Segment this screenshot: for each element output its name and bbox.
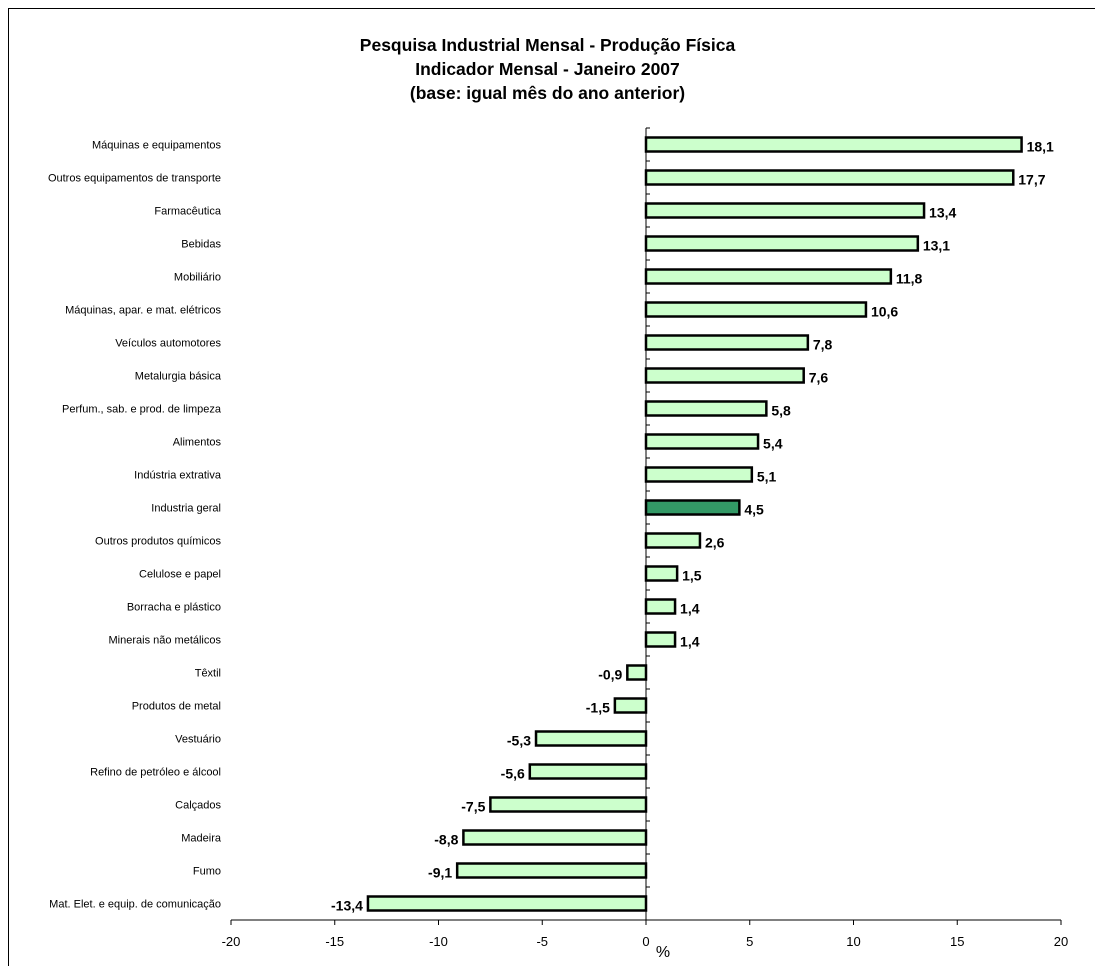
bar [644, 565, 679, 582]
category-label: Outros produtos químicos [95, 536, 221, 548]
bar [644, 235, 920, 252]
category-label: Alimentos [173, 437, 222, 449]
category-label: Outros equipamentos de transporte [48, 173, 221, 185]
category-label: Minerais não metálicos [109, 635, 222, 647]
x-tick-label: -15 [325, 934, 344, 949]
value-label: 5,1 [757, 469, 777, 485]
title-line-3: (base: igual mês do ano anterior) [409, 83, 686, 103]
value-label: 10,6 [871, 304, 898, 320]
category-label: Produtos de metal [132, 701, 221, 713]
bar [644, 301, 868, 318]
value-label: 13,4 [929, 205, 956, 221]
bar [644, 169, 1015, 186]
bar [644, 631, 677, 648]
value-label: -8,8 [434, 832, 458, 848]
category-label: Mat. Elet. e equip. de comunicação [49, 899, 221, 911]
x-axis-label: % [656, 944, 670, 961]
bar [644, 598, 677, 615]
category-label: Têxtil [195, 668, 221, 680]
bar [644, 400, 768, 417]
bar [644, 433, 760, 450]
value-label: 11,8 [896, 271, 923, 287]
bar [613, 697, 648, 714]
value-label: 7,8 [813, 337, 833, 353]
value-label: 5,4 [763, 436, 783, 452]
chart-frame [8, 8, 1095, 966]
value-label: 1,4 [680, 634, 700, 650]
x-tick-label: 10 [846, 934, 860, 949]
category-label: Refino de petróleo e álcool [90, 767, 221, 779]
bar [644, 136, 1023, 153]
bar [644, 499, 741, 516]
bar [534, 730, 648, 747]
value-label: -9,1 [428, 865, 452, 881]
category-label: Mobiliário [174, 272, 221, 284]
value-label: 13,1 [923, 238, 950, 254]
category-label: Metalurgia básica [135, 371, 222, 383]
bar [644, 532, 702, 549]
value-label: 18,1 [1027, 139, 1054, 155]
value-label: 1,4 [680, 601, 700, 617]
bar [626, 664, 648, 681]
value-label: 2,6 [705, 535, 725, 551]
bar [644, 367, 805, 384]
title-line-2: Indicador Mensal - Janeiro 2007 [415, 59, 680, 79]
value-label: -1,5 [586, 700, 610, 716]
category-label: Indústria extrativa [134, 470, 222, 482]
category-label: Perfum., sab. e prod. de limpeza [62, 404, 222, 416]
value-label: 17,7 [1018, 172, 1045, 188]
value-label: 7,6 [809, 370, 829, 386]
bar [455, 862, 648, 879]
x-tick-label: 20 [1054, 934, 1068, 949]
value-label: 5,8 [771, 403, 791, 419]
title-line-1: Pesquisa Industrial Mensal - Produção Fí… [359, 35, 736, 55]
value-label: -5,6 [501, 766, 525, 782]
category-label: Máquinas e equipamentos [92, 140, 222, 152]
bar [489, 796, 648, 813]
x-tick-label: -5 [536, 934, 548, 949]
x-tick-label: 5 [746, 934, 753, 949]
category-label: Madeira [181, 833, 222, 845]
value-label: -5,3 [507, 733, 531, 749]
category-label: Vestuário [175, 734, 221, 746]
category-label: Bebidas [181, 239, 221, 251]
bar [528, 763, 648, 780]
value-label: -13,4 [331, 898, 363, 914]
value-label: -7,5 [461, 799, 485, 815]
value-label: -0,9 [598, 667, 622, 683]
x-tick-label: 0 [642, 934, 649, 949]
category-label: Máquinas, apar. e mat. elétricos [65, 305, 221, 317]
bar [644, 268, 893, 285]
category-label: Industria geral [151, 503, 221, 515]
value-label: 1,5 [682, 568, 702, 584]
category-label: Farmacêutica [154, 206, 222, 218]
x-tick-label: 15 [950, 934, 964, 949]
bar [644, 202, 926, 219]
bar [462, 829, 648, 846]
x-tick-label: -10 [429, 934, 448, 949]
category-label: Veículos automotores [115, 338, 221, 350]
category-label: Calçados [175, 800, 221, 812]
x-tick-label: -20 [222, 934, 241, 949]
category-label: Borracha e plástico [127, 602, 221, 614]
value-label: 4,5 [744, 502, 764, 518]
category-label: Fumo [193, 866, 221, 878]
bar [366, 895, 648, 912]
bar [644, 334, 810, 351]
chart-title: Pesquisa Industrial Mensal - Produção Fí… [0, 33, 1095, 105]
bar [644, 466, 754, 483]
category-label: Celulose e papel [139, 569, 221, 581]
